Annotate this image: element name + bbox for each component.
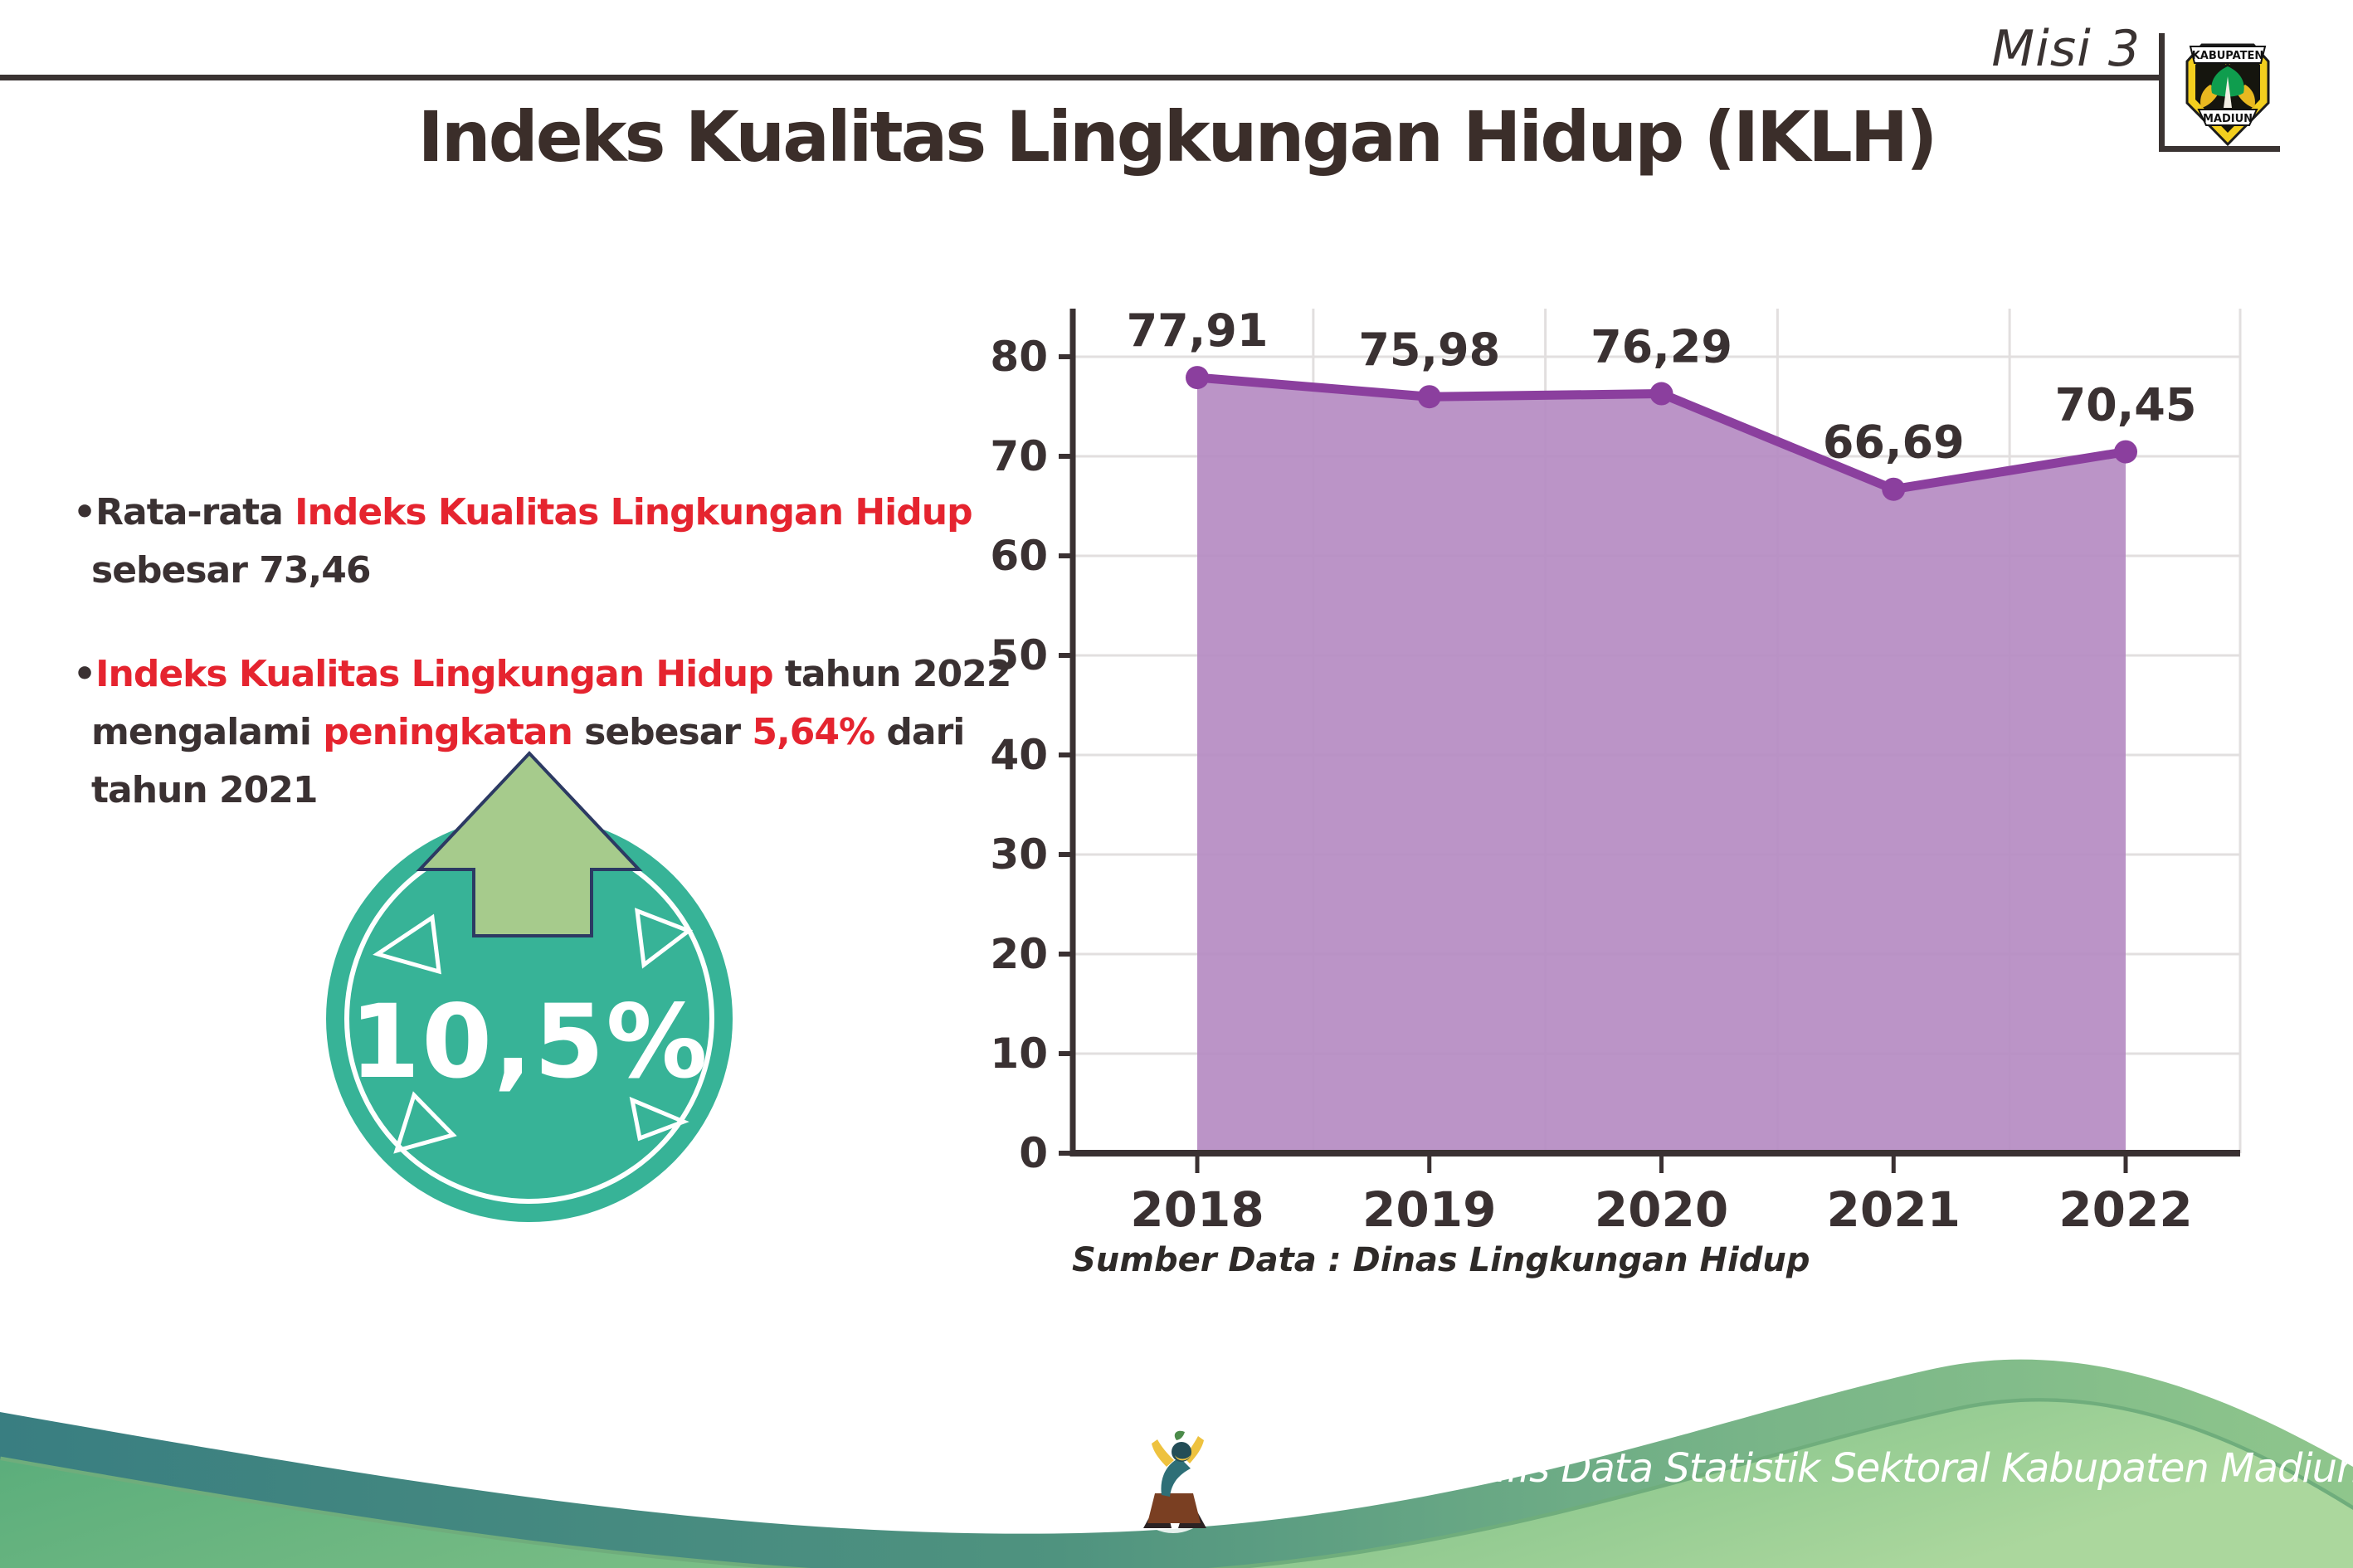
data-point-label: 76,29 (1591, 321, 1732, 373)
logo-text-madiun: MADIUN (2203, 113, 2253, 125)
data-point (1186, 366, 1209, 390)
data-point (1882, 477, 1906, 501)
bullet-glyph: • (73, 653, 96, 695)
bullet-1-text: Rata-rata (95, 491, 295, 533)
bullet-glyph: • (73, 491, 96, 533)
iklh-area-chart: 0 10 20 30 40 50 60 70 80 2018 2019 2020 2021 2022 77,… (990, 304, 2242, 1238)
bullet-2-text: sebesar (572, 711, 753, 753)
y-tick-label: 70 (990, 432, 1048, 480)
bullet-2-line-3: tahun 2021 (91, 769, 318, 811)
data-point-label: 66,69 (1823, 416, 1965, 469)
mascot-icon (1127, 1430, 1220, 1533)
bullet-2-highlight: Indeks Kualitas Lingkungan Hidup (95, 653, 773, 695)
data-point (1417, 385, 1441, 409)
data-point-label: 70,45 (2055, 379, 2197, 431)
x-category-label: 2019 (1362, 1181, 1496, 1238)
y-tick-label: 60 (990, 532, 1048, 580)
logo-text-kabupaten: KABUPATEN (2192, 50, 2264, 62)
data-point-label: 77,91 (1127, 304, 1269, 357)
kabupaten-madiun-logo: ★ KABUPATEN MADIUN (2185, 43, 2270, 147)
bullet-2: •Indeks Kualitas Lingkungan Hidup tahun … (73, 645, 1011, 820)
misi-label: Misi 3 (1991, 20, 2141, 78)
footer-wave-front (0, 1401, 2353, 1568)
data-point (2114, 440, 2137, 464)
x-category-label: 2022 (2058, 1181, 2192, 1238)
logo-frame-horizontal (2159, 146, 2280, 152)
bullet-1-line-2: sebesar 73,46 (91, 549, 371, 592)
bullet-2-line-1: •Indeks Kualitas Lingkungan Hidup tahun … (73, 645, 1011, 704)
page-title: Indeks Kualitas Lingkungan Hidup (IKLH) (417, 96, 1938, 178)
badge-triangle-sw (393, 1091, 457, 1154)
data-point (1649, 382, 1673, 406)
up-arrow-icon (416, 751, 643, 937)
badge-circle (326, 816, 733, 1222)
growth-badge (326, 751, 733, 1222)
bullet-2-highlight-increase: peningkatan (323, 711, 573, 753)
bullet-2-text: mengalami (91, 711, 324, 753)
y-tick-label: 80 (990, 333, 1048, 381)
bullet-1-highlight: Indeks Kualitas Lingkungan Hidup (295, 491, 972, 533)
y-tick-label: 40 (990, 731, 1048, 779)
badge-triangle-ne (635, 908, 694, 969)
badge-value: 10,5% (349, 983, 709, 1101)
badge-triangle-se (629, 1096, 689, 1142)
x-category-label: 2020 (1595, 1181, 1728, 1238)
series-area (1197, 377, 2126, 1154)
header-rule (0, 75, 2163, 80)
data-point-label: 75,98 (1358, 324, 1500, 376)
logo-frame-vertical (2159, 33, 2165, 152)
logo-monument (2224, 76, 2232, 108)
bullet-2-text: tahun 2022 (772, 653, 1011, 695)
source-note: Sumber Data : Dinas Lingkungan Hidup (1072, 1241, 1810, 1279)
footer-wave (0, 1359, 2353, 1568)
badge-triangle-nw (373, 913, 441, 975)
logo-ribbon-top (2189, 46, 2267, 64)
y-tick-label: 50 (990, 631, 1048, 679)
bullet-1: •Rata-rata Indeks Kualitas Lingkungan Hi… (73, 484, 1002, 600)
x-category-label: 2018 (1130, 1181, 1264, 1238)
y-tick-label: 0 (1019, 1129, 1048, 1177)
y-tick-label: 10 (990, 1030, 1048, 1078)
x-category-label: 2021 (1827, 1181, 1961, 1238)
logo-ribbon-bottom (2197, 109, 2258, 126)
y-tick-label: 20 (990, 930, 1048, 978)
bullet-1-line-1: •Rata-rata Indeks Kualitas Lingkungan Hi… (73, 484, 1002, 542)
key-findings: •Rata-rata Indeks Kualitas Lingkungan Hi… (73, 484, 1011, 820)
footer-caption: Media Infografis Data Statistik Sektoral… (1243, 1445, 2353, 1492)
y-tick-label: 30 (990, 830, 1048, 879)
bullet-2-text: dari (874, 711, 965, 753)
bullet-2-highlight-percent: 5,64% (752, 711, 875, 753)
bullet-2-line-2: mengalami peningkatan sebesar 5,64% dari (73, 704, 1002, 762)
